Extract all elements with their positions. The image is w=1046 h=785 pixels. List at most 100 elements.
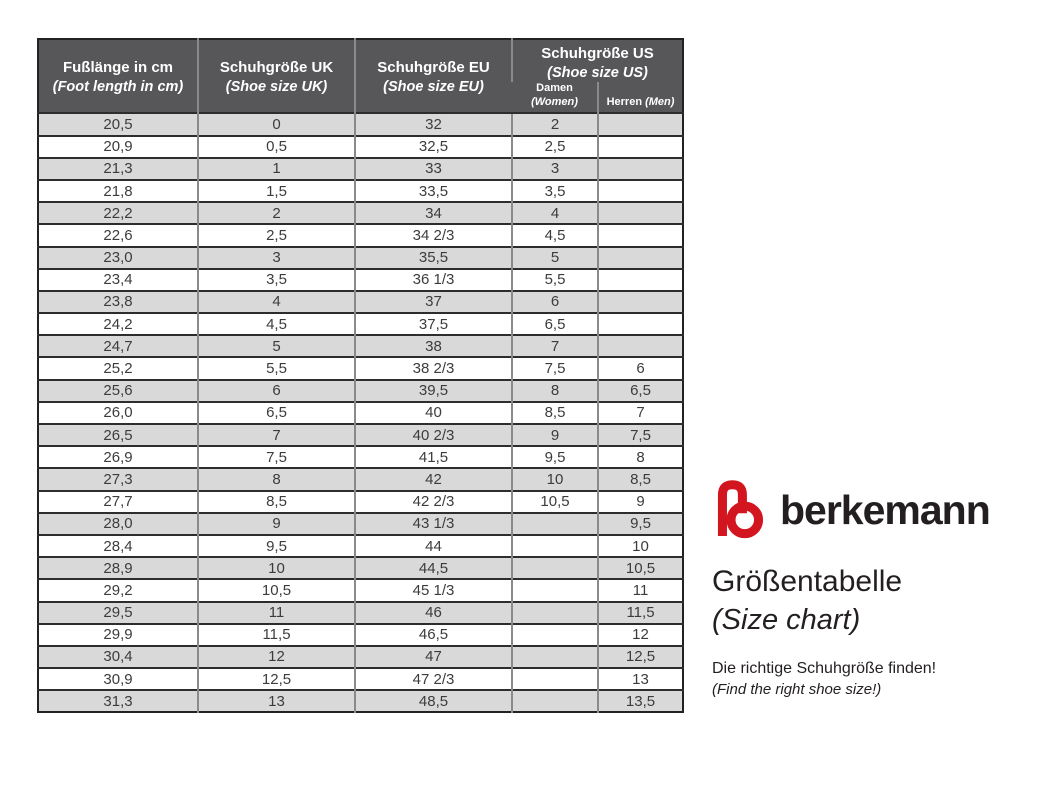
table-cell: 5: [197, 334, 355, 358]
table-cell: 34 2/3: [354, 223, 512, 247]
table-cell: 2,5: [197, 223, 355, 247]
table-cell: 9,5: [596, 511, 684, 535]
table-cell: 6,5: [511, 312, 598, 336]
table-cell: 2: [511, 112, 598, 136]
table-cell: 28,4: [38, 533, 198, 558]
table-row: 20,5 0 32 2: [38, 112, 684, 136]
header-uk-size: Schuhgröße UK (Shoe size UK): [197, 39, 355, 114]
table-cell: 5,5: [511, 267, 598, 291]
table-cell: [511, 511, 598, 535]
table-cell: 1: [197, 156, 355, 180]
table-row: 30,4 12 47 12,5: [38, 644, 684, 669]
table-cell: 12,5: [197, 667, 355, 691]
table-cell: 13,5: [596, 689, 684, 713]
table-row: 27,7 8,5 42 2/3 10,5 9: [38, 489, 684, 513]
tagline-translation: (Find the right shoe size!): [712, 681, 882, 699]
table-cell: [596, 245, 684, 269]
berkemann-b-logo-icon: [717, 480, 764, 539]
table-cell: 40 2/3: [354, 422, 512, 447]
table-cell: 42: [354, 467, 512, 491]
table-cell: 3: [511, 156, 598, 180]
table-cell: 29,2: [38, 578, 198, 602]
table-row: 21,3 1 33 3: [38, 156, 684, 180]
table-cell: 9,5: [511, 445, 598, 469]
table-header: Fußlänge in cm (Foot length in cm) Schuh…: [38, 39, 684, 114]
table-cell: 28,9: [38, 556, 198, 580]
table-cell: 26,5: [38, 422, 198, 447]
table-cell: 46,5: [354, 622, 512, 646]
table-cell: 3,5: [197, 267, 355, 291]
table-cell: [596, 334, 684, 358]
header-foot-length: Fußlänge in cm (Foot length in cm): [38, 39, 198, 114]
tagline: Die richtige Schuhgröße finden!: [712, 660, 937, 678]
table-cell: [596, 289, 684, 314]
table-cell: 42 2/3: [354, 489, 512, 513]
table-cell: 28,0: [38, 511, 198, 535]
table-row: 28,4 9,5 44 10: [38, 533, 684, 558]
table-cell: 13: [197, 689, 355, 713]
table-cell: 3,5: [511, 178, 598, 203]
table-cell: 20,5: [38, 112, 198, 136]
table-cell: [511, 556, 598, 580]
table-cell: 23,0: [38, 245, 198, 269]
table-cell: 0,5: [197, 134, 355, 158]
table-row: 22,2 2 34 4: [38, 201, 684, 225]
table-cell: [596, 267, 684, 291]
table-cell: 26,9: [38, 445, 198, 469]
table-cell: [596, 112, 684, 136]
table-cell: 7: [511, 334, 598, 358]
table-cell: 11: [197, 600, 355, 624]
table-row: 29,2 10,5 45 1/3 11: [38, 578, 684, 602]
table-cell: 9: [596, 489, 684, 513]
brand-panel: berkemann Größentabelle (Size chart) Die…: [712, 477, 1032, 698]
table-cell: 6: [511, 289, 598, 314]
table-row: 28,0 9 43 1/3 9,5: [38, 511, 684, 535]
table-cell: [511, 667, 598, 691]
table-cell: 27,3: [38, 467, 198, 491]
page-title: Größentabelle: [712, 565, 903, 598]
table-row: 24,7 5 38 7: [38, 334, 684, 358]
brand-name: berkemann: [780, 487, 991, 533]
subheader-herren: Herren (Men): [596, 81, 684, 114]
table-row: 29,5 11 46 11,5: [38, 600, 684, 624]
table-cell: 25,6: [38, 378, 198, 402]
table-cell: 40: [354, 400, 512, 424]
table-cell: 0: [197, 112, 355, 136]
table-cell: [511, 622, 598, 646]
table-cell: 36 1/3: [354, 267, 512, 291]
table-cell: 38 2/3: [354, 356, 512, 380]
table-cell: [596, 178, 684, 203]
table-cell: 23,4: [38, 267, 198, 291]
table-row: 24,2 4,5 37,5 6,5: [38, 312, 684, 336]
table-row: 26,5 7 40 2/3 9 7,5: [38, 422, 684, 447]
table-cell: [596, 134, 684, 158]
subheader-translation: (Men): [645, 95, 675, 108]
table-cell: 4,5: [511, 223, 598, 247]
header-translation: (Shoe size UK): [225, 78, 328, 95]
subheader-label: Damen: [536, 81, 573, 94]
page-title-translation: (Size chart): [712, 603, 861, 636]
table-cell: 26,0: [38, 400, 198, 424]
table-cell: 33,5: [354, 178, 512, 203]
header-translation: (Shoe size EU): [383, 78, 484, 95]
table-cell: 44,5: [354, 556, 512, 580]
header-translation: (Shoe size US): [547, 64, 648, 81]
table-cell: [511, 644, 598, 669]
table-cell: 7,5: [197, 445, 355, 469]
table-cell: 25,2: [38, 356, 198, 380]
brand-lockup: berkemann: [712, 477, 1032, 540]
table-cell: 22,6: [38, 223, 198, 247]
table-cell: 13: [596, 667, 684, 691]
table-cell: 27,7: [38, 489, 198, 513]
table-cell: 48,5: [354, 689, 512, 713]
table-cell: [511, 689, 598, 713]
table-cell: 43 1/3: [354, 511, 512, 535]
table-cell: 8,5: [511, 400, 598, 424]
table-row: 21,8 1,5 33,5 3,5: [38, 178, 684, 203]
header-label: Fußlänge in cm: [62, 58, 173, 76]
table-cell: 6,5: [197, 400, 355, 424]
table-cell: 33: [354, 156, 512, 180]
table-row: 26,0 6,5 40 8,5 7: [38, 400, 684, 424]
table-cell: 9: [197, 511, 355, 535]
table-cell: [596, 201, 684, 225]
